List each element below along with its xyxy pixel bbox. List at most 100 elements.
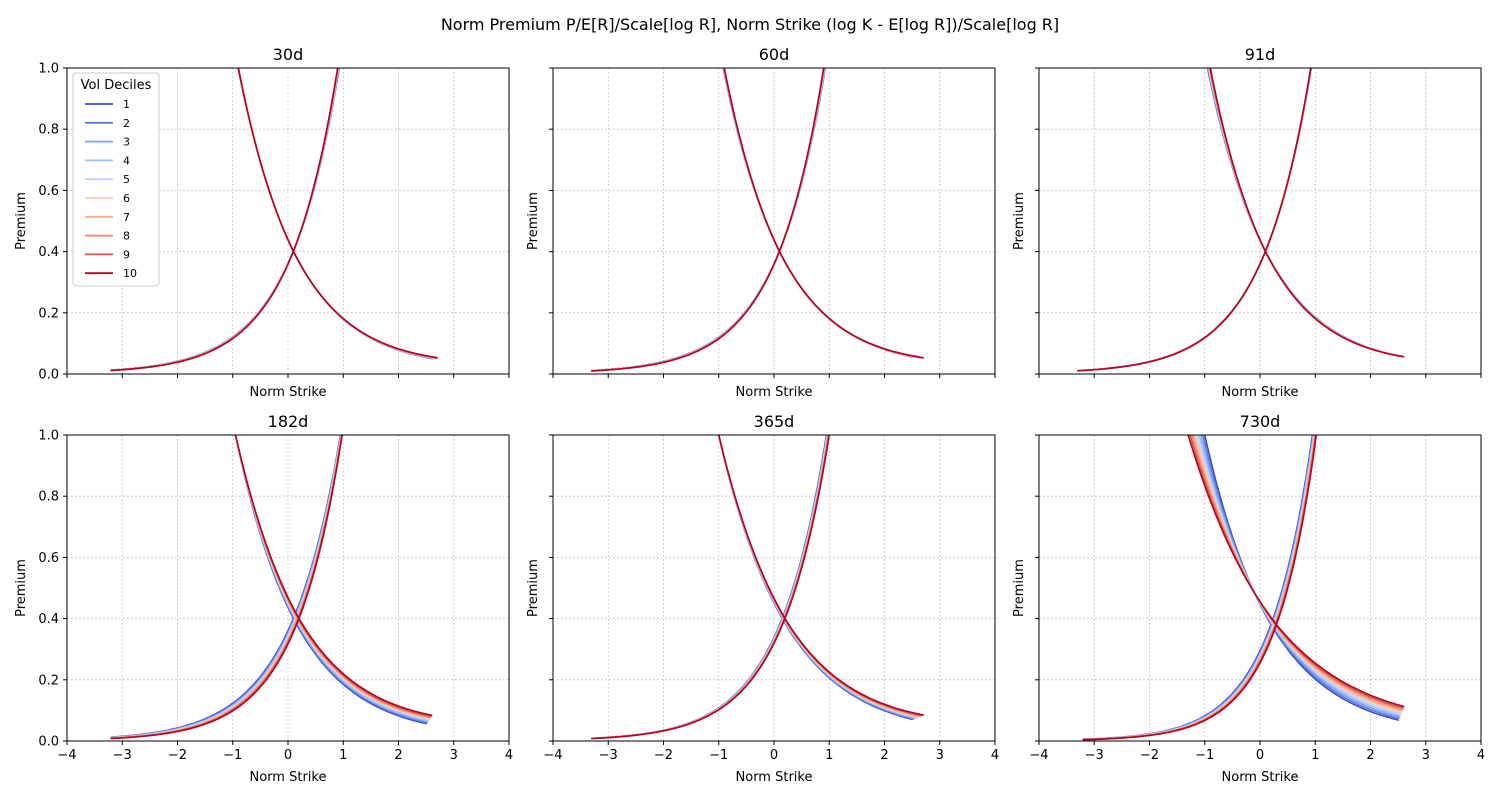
- legend: Vol Deciles 1 2 3 4 5 6 7 8 9 10: [72, 72, 160, 287]
- call-curve-decile-2: [590, 68, 826, 372]
- panel-title: 60d: [759, 45, 790, 64]
- put-curve-decile-10: [234, 435, 433, 717]
- y-axis-label: Premium: [526, 192, 541, 250]
- put-curve-decile-8: [723, 68, 922, 359]
- put-curve-decile-10: [1187, 435, 1405, 708]
- x-tick-label: −2: [654, 748, 673, 763]
- x-axis-label: Norm Strike: [736, 385, 813, 400]
- x-tick-label: −3: [599, 748, 618, 763]
- legend-entry: 6: [123, 192, 130, 205]
- put-curve-decile-6: [722, 68, 920, 359]
- put-curve-decile-4: [722, 68, 917, 358]
- x-tick-label: −4: [543, 748, 562, 763]
- y-tick-label: 0.2: [38, 673, 59, 688]
- y-axis-label: Premium: [1012, 559, 1027, 617]
- x-tick-label: −4: [57, 748, 76, 763]
- curves: [110, 435, 433, 740]
- y-tick-label: 0.0: [38, 735, 59, 750]
- y-tick-label: 0.6: [38, 184, 59, 199]
- put-curve-decile-10: [723, 68, 924, 359]
- x-tick-label: −1: [1195, 748, 1214, 763]
- put-curve-decile-5: [722, 68, 918, 359]
- put-curve-decile-9: [1209, 68, 1404, 358]
- panel-60d: 60d Norm Strike Premium: [526, 45, 996, 400]
- legend-title: Vol Deciles: [81, 78, 152, 93]
- call-curve-decile-7: [590, 68, 826, 372]
- x-tick-label: 2: [1366, 748, 1374, 763]
- legend-entry: 8: [123, 230, 130, 243]
- x-tick-label: 3: [450, 748, 458, 763]
- x-axis-label: Norm Strike: [1222, 770, 1299, 785]
- y-tick-label: 1.0: [38, 62, 59, 77]
- x-axis-label: Norm Strike: [250, 385, 327, 400]
- x-tick-label: −1: [709, 748, 728, 763]
- put-curve-decile-10: [717, 435, 924, 716]
- x-tick-label: −4: [1029, 748, 1048, 763]
- x-tick-label: −2: [168, 748, 187, 763]
- y-axis-label: Premium: [14, 559, 29, 617]
- x-tick-label: 4: [1477, 748, 1485, 763]
- y-axis-label: Premium: [1012, 192, 1027, 250]
- put-curve-decile-10: [1209, 68, 1405, 358]
- x-tick-label: −2: [1140, 748, 1159, 763]
- y-axis-label: Premium: [526, 559, 541, 617]
- put-curve-decile-7: [723, 68, 921, 359]
- legend-entry: 2: [123, 117, 130, 130]
- call-curve-decile-10: [1076, 68, 1312, 372]
- panel-title: 30d: [273, 45, 304, 64]
- call-curve-decile-3: [590, 68, 826, 372]
- put-curve-decile-8: [1208, 68, 1404, 358]
- x-tick-label: 1: [339, 748, 347, 763]
- x-tick-label: 2: [880, 748, 888, 763]
- call-curve-decile-8: [590, 68, 825, 372]
- x-tick-label: 4: [505, 748, 513, 763]
- curves: [590, 68, 924, 372]
- x-tick-label: 3: [1422, 748, 1430, 763]
- legend-entry: 3: [123, 136, 130, 149]
- x-tick-label: 0: [284, 748, 292, 763]
- y-tick-label: 0.4: [38, 245, 59, 260]
- x-tick-label: 1: [1311, 748, 1319, 763]
- x-tick-label: 0: [770, 748, 778, 763]
- x-tick-label: −3: [1085, 748, 1104, 763]
- call-curve-decile-10: [110, 68, 339, 372]
- call-curve-decile-10: [590, 68, 825, 372]
- panel-title: 91d: [1245, 45, 1276, 64]
- put-curve-decile-2: [1206, 68, 1400, 357]
- put-curve-decile-4: [1207, 68, 1401, 358]
- y-tick-label: 0.6: [38, 551, 59, 566]
- x-axis-label: Norm Strike: [250, 770, 327, 785]
- legend-box: [72, 72, 160, 287]
- call-curve-decile-10: [590, 435, 831, 740]
- legend-entry: 5: [123, 173, 130, 186]
- put-curve-decile-1: [1206, 68, 1399, 357]
- put-curve-decile-10: [237, 68, 438, 359]
- legend-entry: 4: [123, 154, 130, 167]
- put-curve-decile-9: [723, 68, 923, 359]
- panel-182d: −4 −3 −2 −1 0 1 2 3 4 0.0 0.2 0.4 0.6 0.8 1.0 182d Norm …: [14, 412, 513, 785]
- y-tick-label: 0.8: [38, 123, 59, 138]
- legend-entry: 10: [123, 267, 137, 280]
- y-tick-label: 0.8: [38, 490, 59, 505]
- panel-91d: 91d Norm Strike Premium: [1012, 45, 1482, 400]
- curves: [110, 68, 438, 372]
- curves: [1076, 68, 1405, 372]
- x-tick-label: −3: [113, 748, 132, 763]
- x-tick-label: 3: [936, 748, 944, 763]
- legend-entry: 9: [123, 248, 130, 261]
- panel-title: 182d: [268, 412, 309, 431]
- put-curve-decile-6: [1208, 68, 1402, 358]
- figure-title: Norm Premium P/E[R]/Scale[log R], Norm S…: [441, 15, 1059, 34]
- x-tick-label: −1: [223, 748, 242, 763]
- x-tick-label: 2: [394, 748, 402, 763]
- panel-title: 365d: [754, 412, 795, 431]
- y-tick-label: 1.0: [38, 429, 59, 444]
- call-curve-decile-1: [590, 68, 827, 372]
- y-axis-label: Premium: [14, 192, 29, 250]
- x-tick-label: 0: [1256, 748, 1264, 763]
- y-tick-label: 0.4: [38, 612, 59, 627]
- curves: [1082, 435, 1405, 741]
- call-curve-decile-9: [590, 68, 825, 372]
- put-curve-decile-5: [1207, 68, 1402, 358]
